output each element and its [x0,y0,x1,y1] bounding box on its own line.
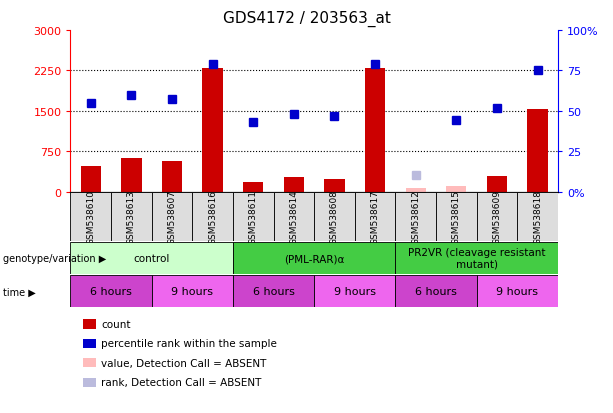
Bar [314,275,395,308]
Bar [202,69,223,192]
Text: 6 hours: 6 hours [90,287,132,297]
Text: 9 hours: 9 hours [171,287,213,297]
Text: percentile rank within the sample: percentile rank within the sample [101,339,277,349]
Text: GDS4172 / 203563_at: GDS4172 / 203563_at [223,10,390,26]
Bar [111,192,151,242]
Text: GSM538612: GSM538612 [411,190,420,244]
Bar [243,183,264,192]
Text: GSM538607: GSM538607 [167,190,177,244]
Bar [152,275,233,308]
Bar [70,192,111,242]
Text: count: count [101,319,131,329]
Bar [395,192,436,242]
Bar [355,192,395,242]
Text: (PML-RAR)α: (PML-RAR)α [284,254,345,263]
Bar [284,178,304,192]
Text: GSM538609: GSM538609 [492,190,501,244]
Text: GSM538613: GSM538613 [127,190,136,244]
Bar [314,192,355,242]
Bar [527,110,547,192]
Bar [233,242,395,275]
Text: 9 hours: 9 hours [496,287,538,297]
Bar [436,192,477,242]
Bar [273,192,314,242]
Bar [233,192,273,242]
Bar [192,192,233,242]
Text: rank, Detection Call = ABSENT: rank, Detection Call = ABSENT [101,377,262,387]
Bar [70,242,233,275]
Text: GSM538608: GSM538608 [330,190,339,244]
Text: GSM538618: GSM538618 [533,190,542,244]
Bar [517,192,558,242]
Text: time ▶: time ▶ [3,287,36,297]
Text: 6 hours: 6 hours [415,287,457,297]
Text: GSM538614: GSM538614 [289,190,299,244]
Text: GSM538617: GSM538617 [371,190,379,244]
Text: PR2VR (cleavage resistant
mutant): PR2VR (cleavage resistant mutant) [408,248,546,269]
Bar [324,179,345,192]
Text: GSM538610: GSM538610 [86,190,95,244]
Text: genotype/variation ▶: genotype/variation ▶ [3,254,106,263]
Bar [487,176,507,192]
Bar [162,162,182,192]
Text: value, Detection Call = ABSENT: value, Detection Call = ABSENT [101,358,267,368]
Text: control: control [134,254,170,263]
Bar [395,275,477,308]
Bar [406,189,426,192]
Bar [81,166,101,192]
Text: GSM538616: GSM538616 [208,190,217,244]
Text: 9 hours: 9 hours [333,287,376,297]
Bar [152,192,192,242]
Text: 6 hours: 6 hours [253,287,294,297]
Bar [365,69,385,192]
Text: GSM538615: GSM538615 [452,190,461,244]
Bar [395,242,558,275]
Bar [477,192,517,242]
Bar [70,275,152,308]
Bar [477,275,558,308]
Bar [121,159,142,192]
Bar [233,275,314,308]
Text: GSM538611: GSM538611 [249,190,257,244]
Bar [446,187,466,192]
